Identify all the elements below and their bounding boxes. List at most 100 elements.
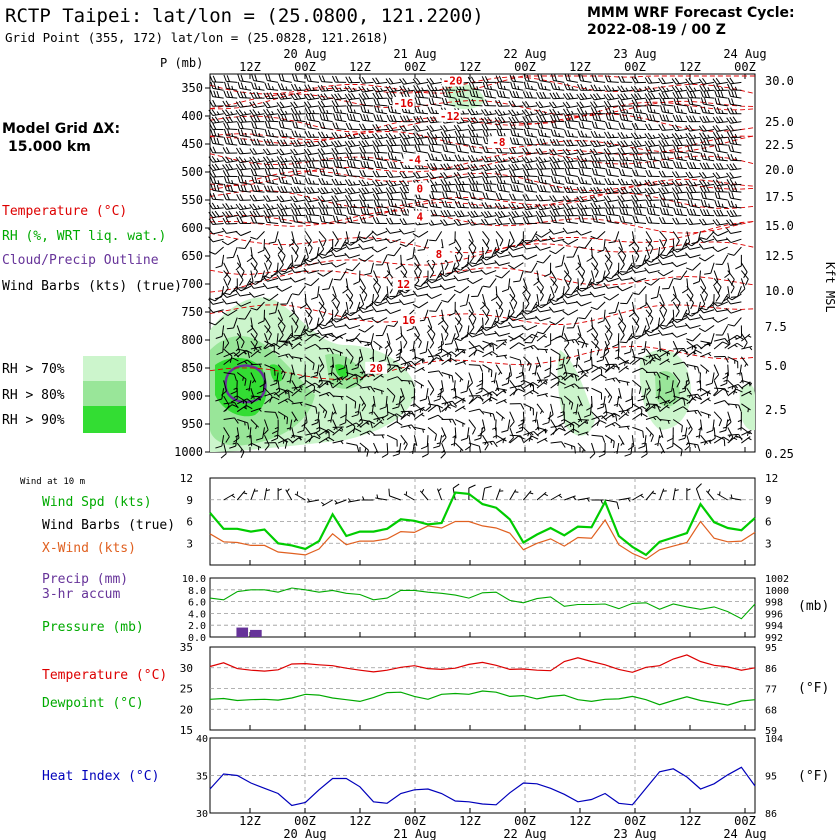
barb-flag-full — [305, 168, 309, 175]
upper-wind-barb — [222, 100, 238, 108]
barb-staff — [549, 364, 552, 376]
barb-flag-full — [234, 417, 239, 424]
upper-wind-barb — [208, 293, 224, 302]
barb-flag-full — [208, 298, 214, 305]
barb-staff — [240, 301, 252, 307]
upper-wind-barb — [310, 286, 320, 300]
barb-flag-full — [314, 382, 321, 388]
pressure-tick-label: 900 — [181, 389, 203, 403]
barb-flag-full — [276, 156, 282, 163]
barb-staff — [264, 317, 271, 328]
barb-flag-full — [311, 208, 315, 216]
barb-flag-full — [227, 184, 231, 192]
upper-wind-barb — [222, 109, 238, 117]
barb-flag-full — [291, 161, 295, 168]
barb-staff — [253, 168, 265, 170]
upper-wind-barb — [338, 356, 347, 371]
upper-wind-barb — [332, 427, 343, 436]
barb-flag-full — [283, 139, 288, 146]
barb-flag-full — [239, 279, 244, 286]
barb-staff — [277, 434, 288, 443]
upper-wind-barb — [290, 202, 306, 210]
upper-wind-barb — [289, 301, 295, 318]
barb-flag-full — [329, 348, 334, 355]
barb-flag-full — [237, 74, 241, 82]
barb-flag-full — [284, 441, 288, 449]
barb-staff — [233, 317, 238, 329]
barb-flag-full — [246, 359, 253, 365]
barb-flag-full — [305, 121, 309, 128]
barb-staff — [267, 221, 279, 225]
barb-flag-full — [325, 161, 329, 169]
barb-flag-full — [210, 129, 214, 136]
barb-staff — [236, 349, 247, 358]
upper-wind-barb — [291, 388, 302, 397]
upper-wind-barb — [237, 398, 253, 405]
upper-wind-barb — [209, 123, 224, 130]
barb-flag-half — [274, 434, 278, 437]
barb-flag-full — [252, 203, 258, 210]
barb-flag-full — [319, 160, 323, 168]
barb-staff — [223, 417, 235, 421]
barb-staff — [305, 432, 317, 436]
barb-flag-full — [222, 156, 227, 163]
barb-staff — [318, 293, 325, 305]
upper-wind-barb — [250, 442, 262, 451]
upper-wind-barb — [305, 389, 321, 397]
upper-wind-barb — [305, 214, 320, 225]
barb-flag-full — [294, 177, 299, 184]
upper-wind-barb — [249, 194, 265, 202]
barb-flag-half — [325, 87, 329, 91]
barb-flag-half — [243, 399, 248, 403]
barb-staff — [264, 392, 276, 397]
barb-flag-full — [240, 184, 244, 192]
barb-flag-half — [340, 426, 344, 431]
barb-staff — [481, 380, 483, 392]
barb-flag-half — [258, 132, 261, 137]
barb-staff — [294, 167, 306, 170]
barb-staff — [305, 356, 315, 364]
barb-staff — [335, 128, 347, 130]
upper-wind-barb — [223, 270, 232, 286]
upper-wind-barb — [229, 435, 238, 449]
barb-flag-full — [277, 209, 282, 217]
barb-staff — [277, 389, 288, 397]
barb-staff — [294, 207, 306, 210]
barb-flag-full — [305, 74, 309, 82]
barb-staff — [239, 160, 251, 164]
pressure-tick-label: 400 — [181, 109, 203, 123]
barb-flag-full — [216, 184, 220, 192]
upper-wind-barb — [317, 131, 333, 139]
upper-wind-barb — [331, 140, 347, 148]
upper-wind-barb — [305, 435, 321, 444]
kft-tick-label: 10.0 — [765, 284, 794, 298]
barb-staff — [321, 174, 333, 177]
barb-flag-full — [303, 259, 309, 266]
barb-flag-full — [230, 398, 238, 403]
barb-staff — [336, 317, 347, 323]
barb-flag-half — [244, 85, 247, 90]
barb-flag-full — [281, 121, 285, 129]
upper-wind-barb — [264, 342, 280, 350]
barb-staff — [239, 134, 251, 138]
barb-flag-full — [303, 196, 309, 203]
upper-wind-barb — [290, 139, 306, 147]
barb-staff — [291, 411, 298, 422]
barb-flag-full — [311, 422, 319, 426]
barb-flag-full — [251, 128, 255, 136]
barb-flag-full — [263, 343, 269, 349]
barb-flag-full — [264, 444, 270, 451]
barb-flag-full — [264, 168, 268, 176]
barb-staff — [566, 89, 578, 91]
barb-flag-full — [210, 136, 214, 144]
barb-flag-full — [225, 156, 230, 163]
barb-flag-full — [279, 203, 285, 210]
upper-wind-barb — [291, 113, 306, 123]
barb-flag-half — [216, 204, 220, 209]
barb-staff — [250, 388, 255, 399]
barb-flag-full — [334, 93, 339, 100]
barb-flag-full — [250, 184, 255, 192]
barb-staff — [525, 175, 538, 177]
barb-flag-full — [330, 333, 337, 339]
barb-flag-full — [212, 75, 217, 83]
